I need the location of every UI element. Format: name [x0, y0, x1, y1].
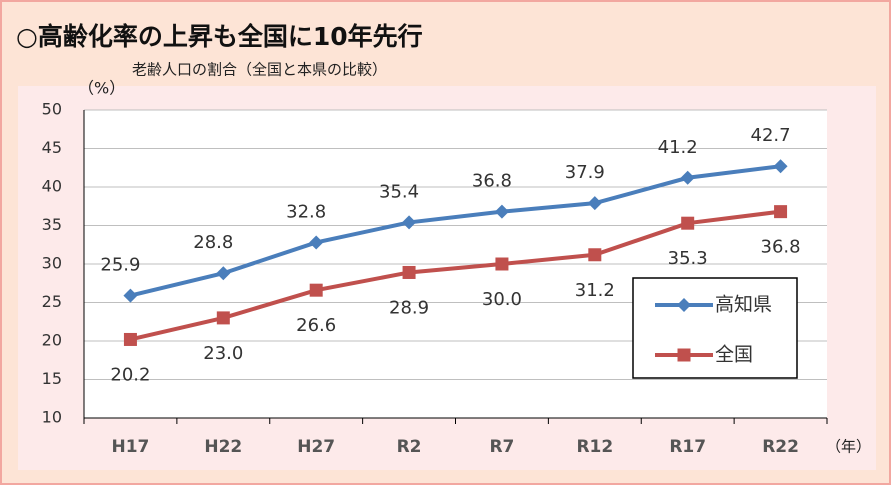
data-point [123, 332, 137, 346]
y-tick-label: 10 [42, 408, 62, 427]
data-label: 36.8 [472, 171, 512, 192]
data-point [309, 235, 324, 250]
y-tick-label: 30 [42, 254, 62, 273]
x-tick-label: R7 [489, 437, 514, 457]
data-point [588, 248, 602, 262]
series-line [129, 209, 781, 342]
chart-subtitle: 老齢人口の割合（全国と本県の比較） [132, 61, 387, 79]
data-label: 20.2 [110, 364, 150, 385]
data-label: 31.2 [575, 280, 615, 301]
data-label: 35.4 [379, 181, 419, 202]
y-axis-label: （%） [78, 79, 125, 98]
data-point [681, 216, 695, 230]
data-label: 28.8 [193, 232, 233, 253]
series-line [129, 164, 781, 298]
y-tick-label: 45 [42, 138, 62, 157]
data-point [123, 288, 138, 303]
data-label: 35.3 [668, 248, 708, 269]
legend-box [632, 277, 798, 379]
data-point [495, 257, 509, 271]
x-tick-label: R2 [397, 437, 422, 457]
legend-marker [677, 348, 691, 362]
data-label: 36.8 [761, 237, 801, 258]
x-tick-label: R22 [762, 437, 799, 457]
x-tick-label: H17 [111, 437, 149, 457]
x-tick-label: H22 [204, 437, 242, 457]
data-label: 30.0 [482, 289, 522, 310]
x-tick-label: R17 [669, 437, 706, 457]
y-tick-label: 35 [42, 215, 62, 234]
data-point [216, 266, 231, 281]
data-label: 25.9 [100, 255, 140, 276]
data-label: 41.2 [658, 137, 698, 158]
legend-marker [677, 298, 691, 312]
data-point [494, 204, 509, 219]
data-point [402, 215, 417, 230]
legend-label: 高知県 [715, 294, 772, 316]
x-axis-label: （年） [826, 438, 871, 456]
data-point [773, 159, 788, 174]
data-label: 37.9 [565, 162, 605, 183]
y-tick-label: 15 [42, 369, 62, 388]
data-point [309, 283, 323, 297]
data-point [680, 170, 695, 185]
x-tick-label: H27 [297, 437, 335, 457]
chart-title: ○高齢化率の上昇も全国に10年先行 [16, 22, 423, 51]
data-point [587, 196, 602, 211]
data-label: 26.6 [296, 315, 336, 336]
legend-label: 全国 [715, 344, 753, 366]
data-point [402, 265, 416, 279]
data-point [216, 311, 230, 325]
y-tick-label: 25 [42, 292, 62, 311]
y-tick-label: 20 [42, 331, 62, 350]
data-label: 42.7 [751, 125, 791, 146]
data-label: 28.9 [389, 297, 429, 318]
data-label: 23.0 [203, 343, 243, 364]
y-tick-label: 40 [42, 177, 62, 196]
data-point [774, 205, 788, 219]
data-label: 32.8 [286, 201, 326, 222]
y-tick-label: 50 [42, 100, 62, 119]
x-tick-label: R12 [576, 437, 613, 457]
